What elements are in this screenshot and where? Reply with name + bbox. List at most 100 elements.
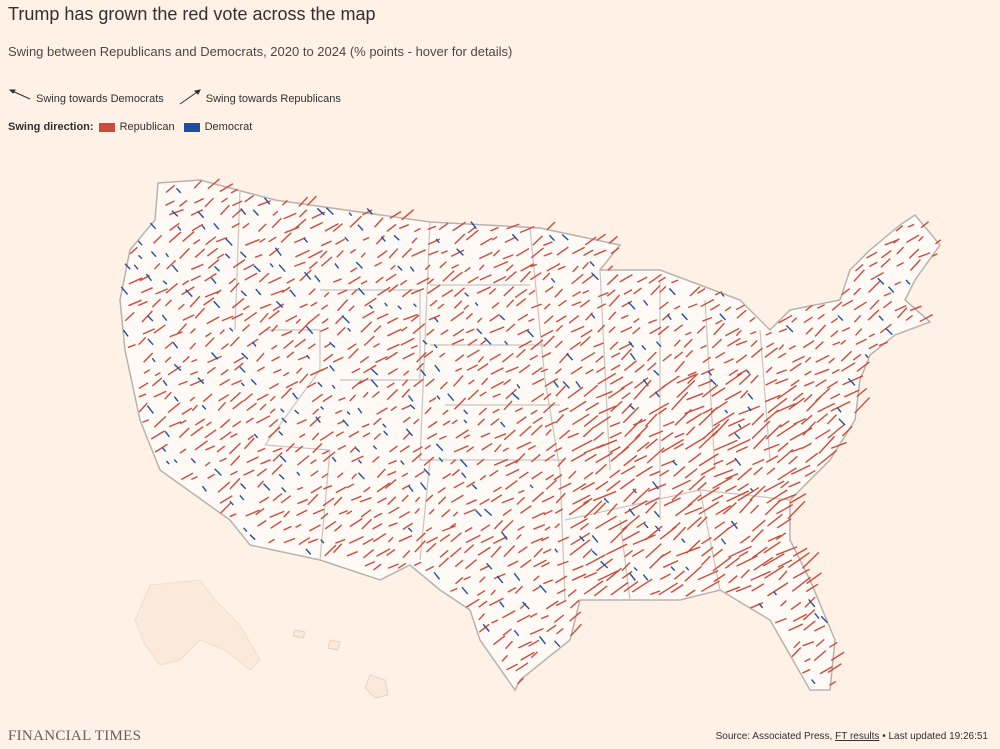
swing-arrow <box>368 304 374 309</box>
swing-arrow <box>490 367 504 375</box>
swing-arrow <box>554 288 564 298</box>
swing-arrow <box>765 378 778 386</box>
source-link[interactable]: FT results <box>835 731 880 742</box>
swing-arrow <box>477 363 489 372</box>
swing-arrow <box>606 274 619 286</box>
swing-arrow <box>194 307 206 319</box>
swing-arrow <box>308 250 323 259</box>
swing-arrow <box>387 496 397 506</box>
swing-arrow <box>270 520 282 529</box>
swing-arrow <box>570 366 583 375</box>
swing-arrow <box>765 455 779 464</box>
swing-arrow <box>362 391 369 398</box>
swing-arrow <box>687 303 698 309</box>
swing-arrow <box>463 576 471 581</box>
swing-arrow <box>647 362 657 372</box>
swing-arrow <box>466 349 480 358</box>
swing-arrow <box>919 313 933 323</box>
swing-arrow <box>711 387 726 397</box>
swing-arrow <box>676 379 696 398</box>
swing-arrow <box>249 534 256 541</box>
swing-arrow <box>259 312 269 323</box>
swing-arrow <box>598 291 609 298</box>
swing-arrow <box>529 354 539 361</box>
swing-arrow <box>190 209 204 216</box>
swing-arrow <box>205 236 217 246</box>
swing-arrow <box>377 250 388 259</box>
swing-arrow <box>401 388 411 398</box>
swing-arrow <box>386 548 396 557</box>
swing-arrow <box>621 570 633 579</box>
swing-arrow <box>607 265 614 271</box>
swing-arrow <box>231 379 242 386</box>
swing-arrow <box>582 548 593 559</box>
swing-arrow <box>357 224 364 231</box>
swing-arrow <box>145 273 153 282</box>
swing-arrow <box>263 483 271 491</box>
swing-arrow <box>399 279 408 286</box>
swing-arrow <box>128 299 142 307</box>
swing-arrow <box>374 261 383 267</box>
swing-arrow <box>546 624 557 633</box>
swing-arrow <box>464 266 471 273</box>
swing-arrow <box>533 575 540 582</box>
swing-arrow <box>804 469 816 478</box>
swing-arrow <box>548 234 555 242</box>
swing-arrow <box>648 430 664 438</box>
swing-arrow <box>844 389 860 398</box>
swing-arrow <box>295 318 301 324</box>
swing-arrow <box>461 472 467 479</box>
swing-arrow <box>232 200 243 207</box>
swing-arrow <box>400 337 415 346</box>
swing-arrow <box>294 261 306 267</box>
swing-arrow <box>854 263 864 272</box>
swing-arrow <box>272 492 283 502</box>
swing-arrow <box>271 217 282 229</box>
swing-arrow <box>827 424 845 439</box>
swing-arrow <box>398 224 410 230</box>
swing-arrow <box>715 351 726 359</box>
swing-arrow <box>671 391 689 411</box>
swing-arrow <box>402 352 415 360</box>
swing-arrow <box>455 429 469 439</box>
swing-arrow <box>855 338 867 345</box>
swing-arrow <box>751 583 765 592</box>
swing-arrow <box>606 567 622 582</box>
swing-arrow <box>670 584 684 594</box>
swing-arrow <box>518 640 532 649</box>
swing-arrow <box>452 221 466 232</box>
swing-arrow <box>609 469 621 479</box>
swing-arrow <box>591 550 598 556</box>
swing-arrow <box>407 395 414 402</box>
swing-arrow <box>281 487 287 493</box>
swing-arrow <box>649 553 665 569</box>
swing-arrow <box>870 272 884 281</box>
swing-arrow <box>252 341 257 347</box>
swatch <box>98 122 115 132</box>
swing-arrow <box>840 339 847 345</box>
swing-arrow <box>645 543 662 559</box>
swing-arrow <box>459 458 468 468</box>
swing-arrow <box>700 344 707 350</box>
swing-arrow <box>493 519 504 530</box>
swing-arrow <box>621 562 631 572</box>
swing-arrow <box>659 526 677 540</box>
swing-arrow <box>219 329 225 335</box>
swing-arrow <box>286 351 295 359</box>
swing-arrow <box>864 353 869 359</box>
swing-arrow <box>728 422 751 437</box>
swing-arrow <box>169 208 184 216</box>
swing-arrow <box>585 368 594 375</box>
swing-arrow <box>673 443 684 450</box>
swing-arrow <box>619 478 635 490</box>
swing-arrow <box>585 402 600 412</box>
swing-arrow <box>531 491 544 503</box>
swing-arrow <box>739 498 753 514</box>
swing-arrow <box>348 430 360 438</box>
swing-arrow <box>502 628 512 636</box>
swing-arrow <box>778 570 788 581</box>
swing-arrow <box>334 409 343 415</box>
swing-arrow <box>701 536 712 545</box>
swing-arrow <box>895 224 904 232</box>
swing-arrow <box>571 246 586 255</box>
